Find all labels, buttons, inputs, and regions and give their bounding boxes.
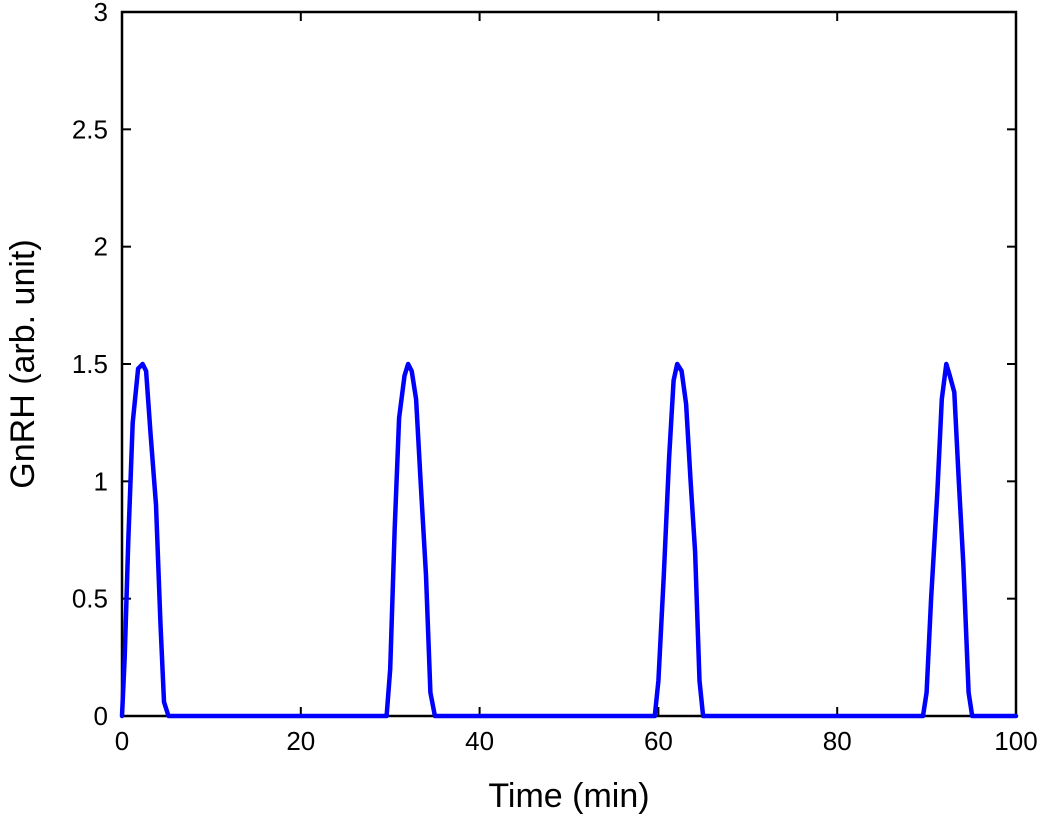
y-tick-label: 3 <box>94 0 108 27</box>
x-tick-label: 20 <box>286 726 315 756</box>
x-tick-label: 40 <box>465 726 494 756</box>
axis-ticks: 0 20 40 60 80 100 0 0.5 1 1.5 2 2.5 3 <box>72 0 1038 756</box>
x-tick-label: 80 <box>823 726 852 756</box>
y-tick-label: 0.5 <box>72 584 108 614</box>
series-group <box>119 361 1019 719</box>
x-tick-label: 60 <box>644 726 673 756</box>
x-tick-label: 0 <box>115 726 129 756</box>
plot-area <box>120 10 1018 718</box>
series-line <box>119 361 1019 719</box>
y-axis-label: GnRH (arb. unit) <box>4 239 42 488</box>
x-axis-label: Time (min) <box>488 777 649 815</box>
y-tick-label: 2 <box>94 232 108 262</box>
y-tick-label: 1 <box>94 466 108 496</box>
y-tick-label: 2.5 <box>72 114 108 144</box>
y-tick-label: 0 <box>94 701 108 731</box>
x-tick-label: 100 <box>994 726 1037 756</box>
y-tick-label: 1.5 <box>72 349 108 379</box>
